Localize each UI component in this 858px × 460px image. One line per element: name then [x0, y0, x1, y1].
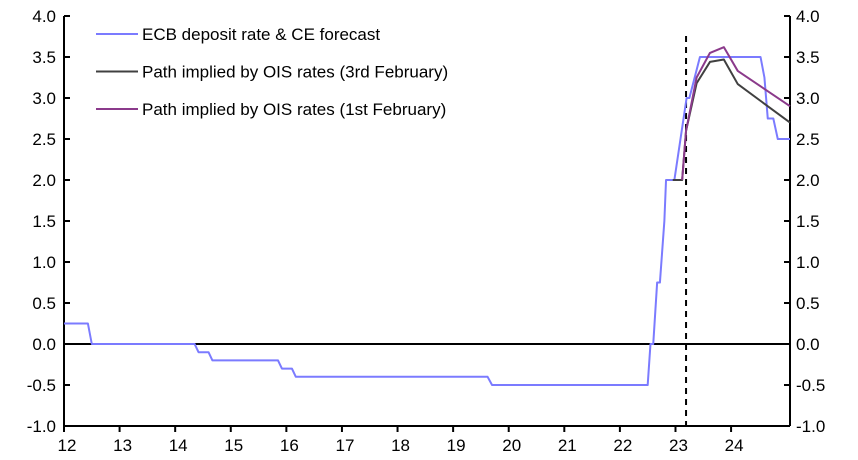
x-tick-label: 18 [391, 436, 410, 455]
y-tick-label-left: 2.0 [32, 171, 56, 190]
y-tick-label-left: 0.5 [32, 294, 56, 313]
x-tick-label: 23 [669, 436, 688, 455]
legend-label-0: ECB deposit rate & CE forecast [142, 25, 380, 44]
y-tick-label-right: 1.0 [796, 253, 820, 272]
x-tick-label: 14 [169, 436, 188, 455]
x-tick-label: 24 [725, 436, 744, 455]
x-tick-label: 16 [280, 436, 299, 455]
y-tick-label-right: 0.5 [796, 294, 820, 313]
legend-label-1: Path implied by OIS rates (3rd February) [142, 63, 448, 82]
y-tick-label-left: 0.0 [32, 335, 56, 354]
series-line-0 [64, 56, 790, 386]
y-tick-label-left: 1.5 [32, 212, 56, 231]
series-line-1 [672, 58, 791, 181]
y-tick-label-right: 2.0 [796, 171, 820, 190]
y-tick-label-right: -1.0 [796, 417, 825, 436]
y-tick-label-right: 1.5 [796, 212, 820, 231]
y-tick-label-right: 2.5 [796, 130, 820, 149]
x-tick-label: 13 [113, 436, 132, 455]
y-tick-label-left: 4.0 [32, 7, 56, 26]
legend: ECB deposit rate & CE forecast Path impli… [96, 25, 448, 119]
x-tick-label: 22 [613, 436, 632, 455]
y-tick-label-right: 3.0 [796, 89, 820, 108]
y-tick-label-left: -0.5 [27, 376, 56, 395]
x-tick-label: 20 [502, 436, 521, 455]
series-line-2 [681, 46, 791, 181]
x-tick-label: 21 [558, 436, 577, 455]
x-tick-label: 19 [447, 436, 466, 455]
y-tick-label-right: -0.5 [796, 376, 825, 395]
y-tick-label-left: 1.0 [32, 253, 56, 272]
x-tick-label: 15 [224, 436, 243, 455]
y-tick-label-left: 2.5 [32, 130, 56, 149]
y-tick-label-left: -1.0 [27, 417, 56, 436]
y-tick-label-right: 3.5 [796, 48, 820, 67]
x-tick-label: 17 [335, 436, 354, 455]
y-tick-label-right: 0.0 [796, 335, 820, 354]
legend-label-2: Path implied by OIS rates (1st February) [142, 100, 446, 119]
y-tick-label-left: 3.5 [32, 48, 56, 67]
y-tick-label-right: 4.0 [796, 7, 820, 26]
x-tick-label: 12 [58, 436, 77, 455]
y-tick-label-left: 3.0 [32, 89, 56, 108]
